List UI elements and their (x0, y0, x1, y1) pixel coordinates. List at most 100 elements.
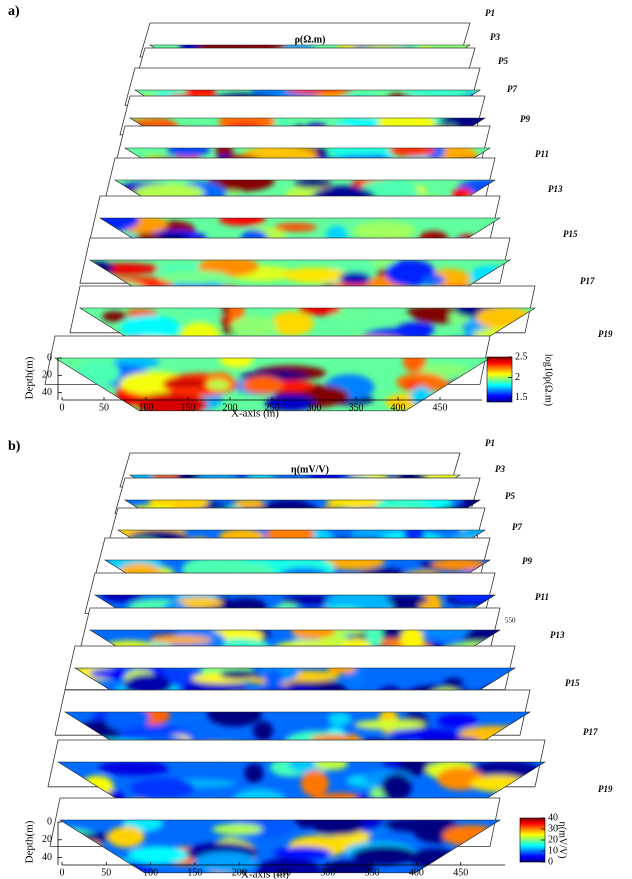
contour-blob (500, 333, 524, 348)
y-tick-label: 40 (42, 852, 52, 863)
colorbar (519, 817, 546, 863)
x-tick-label: 250 (265, 402, 280, 413)
section-fill (55, 358, 490, 411)
contour-blob (107, 826, 145, 848)
contour-blob (55, 405, 107, 411)
contour-blob (269, 311, 314, 336)
colorbar-tick-label: 10 (548, 845, 558, 856)
section-title: ρ(Ω.m) (295, 34, 326, 45)
contour-blob (98, 762, 170, 776)
x-tick-label: 0 (60, 867, 65, 878)
contour-blob (352, 845, 417, 866)
contour-blob (100, 218, 140, 232)
contour-blob (365, 630, 383, 648)
x-tick-label: 250 (276, 867, 291, 878)
contour-blob (136, 392, 208, 411)
contour-blob (230, 315, 278, 338)
profile-label: P9 (522, 556, 532, 566)
contour-blob (300, 770, 329, 797)
x-tick-label: 350 (365, 867, 380, 878)
colorbar (486, 356, 513, 403)
contour-blob (426, 148, 445, 162)
contour-blob (353, 221, 416, 242)
contour-blob (102, 311, 127, 322)
x-tick-label: 200 (223, 402, 238, 413)
contour-blob (388, 148, 436, 157)
y-axis-label: Depth(m) (24, 820, 36, 863)
contour-blob (273, 222, 318, 232)
profile-label: P3 (490, 32, 500, 42)
colorbar-tick-label: 1.5 (515, 392, 528, 403)
contour-blob (233, 500, 265, 509)
panel: a) P1 P3 P5 P7 P9 P11 P13 P15 P17 P19 ρ(Ω.m) 0 50 100 1… (8, 4, 613, 419)
profile-label: P15 (563, 229, 578, 239)
contour-blob (255, 857, 322, 873)
profile-label: P7 (512, 522, 522, 532)
contour-blob (402, 358, 426, 373)
contour-blob (382, 762, 402, 770)
y-tick-label: 0 (47, 816, 52, 827)
profile-label: P17 (580, 276, 595, 286)
profile-label: P19 (598, 329, 613, 339)
y-tick-label: 0 (47, 352, 52, 363)
section-outline (58, 819, 502, 874)
contour-blob (162, 378, 211, 388)
contour-blob (354, 719, 426, 730)
colorbar-tick-label: 40 (548, 812, 558, 823)
contour-blob (215, 148, 233, 158)
contour-blob (326, 308, 370, 322)
x-tick-label: 450 (433, 402, 448, 413)
contour-blob (212, 823, 263, 835)
contour-blob (507, 795, 545, 812)
y-tick-label: 20 (42, 370, 52, 381)
section-outline (53, 357, 492, 412)
profile-label: P13 (550, 630, 565, 640)
profile-label: P11 (535, 149, 549, 159)
contour-blob (219, 358, 254, 368)
x-tick-label: 150 (187, 867, 202, 878)
contour-blob (252, 721, 274, 741)
contour-blob (443, 678, 464, 687)
x-tick-label: 50 (101, 867, 111, 878)
annotation: 550 (505, 617, 516, 625)
contour-blob (290, 630, 336, 639)
contour-blob (130, 777, 195, 799)
contour-blob (281, 595, 338, 606)
colorbar-tick-label: 0 (548, 856, 553, 867)
x-tick-label: 450 (453, 867, 468, 878)
profile-label: P1 (485, 438, 495, 448)
contour-blob (320, 560, 386, 570)
profile-label: P3 (495, 464, 505, 474)
contour-blob (198, 260, 259, 277)
contour-blob (127, 846, 189, 865)
profile-label: P1 (485, 8, 495, 18)
x-axis-label: X-axis (m) (231, 408, 279, 420)
x-tick-label: 0 (60, 402, 65, 413)
contour-blob (436, 713, 478, 729)
x-tick-label: 100 (143, 867, 158, 878)
contour-blob (422, 274, 445, 286)
contour-blob (282, 267, 347, 284)
profile-label: P9 (520, 114, 530, 124)
contour-blob (314, 821, 362, 836)
x-axis-label: X-axis (m) (241, 869, 289, 879)
profile-label: P15 (565, 678, 580, 688)
contour-blob (207, 180, 275, 192)
contour-blob (242, 376, 284, 395)
contour-blob (158, 270, 231, 284)
contour-blob (264, 394, 316, 411)
colorbar-tick-label: 2 (515, 372, 520, 383)
contour-blob (207, 379, 230, 390)
section-title: η(mV/V) (291, 464, 329, 475)
contour-blob (176, 596, 223, 609)
contour-blob (314, 762, 349, 771)
contour-blob (166, 148, 211, 157)
contour-blob (264, 668, 283, 689)
colorbar-label: η(mV/V) (557, 822, 568, 859)
x-tick-label: 400 (391, 402, 406, 413)
contour-blob (244, 763, 264, 783)
y-tick-label: 20 (42, 834, 52, 845)
